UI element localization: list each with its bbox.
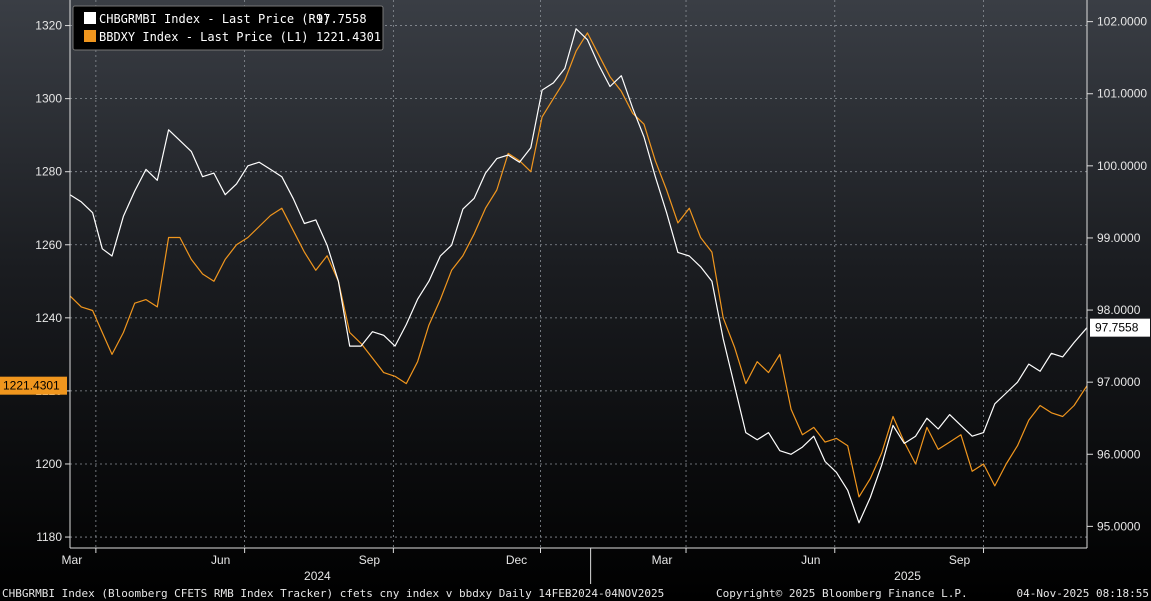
left-tick-label: 1200 xyxy=(35,457,62,471)
right-tick-label: 98.0000 xyxy=(1097,303,1141,317)
right-tick-label: 97.0000 xyxy=(1097,375,1141,389)
last-value-tag-chbgrmbi xyxy=(1090,318,1150,337)
legend: CHBGRMBI Index - Last Price (R1) 97.7558… xyxy=(72,5,384,51)
legend-swatch-chbgrmbi xyxy=(84,12,96,24)
grid-lines xyxy=(70,0,1087,548)
x-tick-label: Jun xyxy=(801,553,820,567)
x-tick-label: Sep xyxy=(949,553,971,567)
right-tick-label: 100.0000 xyxy=(1097,159,1147,173)
left-tick-label: 1260 xyxy=(35,238,62,252)
legend-value-bbdxy: 1221.4301 xyxy=(316,30,381,44)
left-tick-label: 1180 xyxy=(36,530,62,544)
footer-timestamp: 04-Nov-2025 08:18:55 xyxy=(1017,587,1149,600)
right-tick-label: 101.0000 xyxy=(1097,87,1147,101)
left-tick-label: 1240 xyxy=(35,311,62,325)
x-tick-label: Mar xyxy=(652,553,673,567)
x-tick-label: Mar xyxy=(62,553,83,567)
legend-value-chbgrmbi: 97.7558 xyxy=(316,12,367,26)
legend-label-bbdxy: BBDXY Index - Last Price (L1) xyxy=(99,30,309,44)
last-value-text-bbdxy: 1221.4301 xyxy=(3,379,60,393)
year-label: 2025 xyxy=(894,569,921,583)
left-tick-label: 1300 xyxy=(35,92,62,106)
x-tick-label: Dec xyxy=(506,553,527,567)
footer-copyright: Copyright© 2025 Bloomberg Finance L.P. xyxy=(716,587,968,600)
year-label: 2024 xyxy=(304,569,331,583)
right-tick-label: 99.0000 xyxy=(1097,231,1141,245)
legend-label-chbgrmbi: CHBGRMBI Index - Last Price (R1) xyxy=(99,12,330,26)
left-tick-label: 1280 xyxy=(35,165,62,179)
footer-description: CHBGRMBI Index (Bloomberg CFETS RMB Inde… xyxy=(2,587,664,600)
x-tick-label: Jun xyxy=(211,553,230,567)
right-tick-label: 96.0000 xyxy=(1097,447,1141,461)
legend-box xyxy=(72,5,384,51)
right-tick-label: 95.0000 xyxy=(1097,519,1141,533)
series-layer xyxy=(69,28,1088,524)
legend-swatch-bbdxy xyxy=(84,30,96,42)
footer: CHBGRMBI Index (Bloomberg CFETS RMB Inde… xyxy=(2,587,1149,600)
series-line-chbgrmbi xyxy=(69,28,1088,524)
last-value-text-chbgrmbi: 97.7558 xyxy=(1095,321,1139,335)
series-line-bbdxy xyxy=(69,32,1088,498)
last-value-tag-bbdxy xyxy=(0,376,67,395)
left-tick-label: 1320 xyxy=(35,19,62,33)
x-tick-label: Sep xyxy=(359,553,381,567)
axes: 11801200122012401260128013001320MarJunSe… xyxy=(0,0,1150,584)
right-tick-label: 102.0000 xyxy=(1097,15,1147,29)
